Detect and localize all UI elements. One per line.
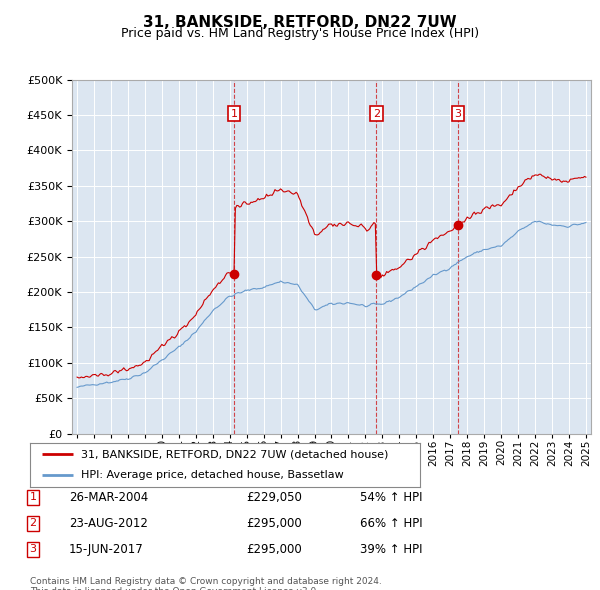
Text: 3: 3 [454,109,461,119]
Text: £229,050: £229,050 [246,491,302,504]
Text: Contains HM Land Registry data © Crown copyright and database right 2024.
This d: Contains HM Land Registry data © Crown c… [30,577,382,590]
Text: HPI: Average price, detached house, Bassetlaw: HPI: Average price, detached house, Bass… [81,470,343,480]
Text: 2: 2 [29,519,37,528]
Text: 31, BANKSIDE, RETFORD, DN22 7UW: 31, BANKSIDE, RETFORD, DN22 7UW [143,15,457,30]
Text: 3: 3 [29,545,37,554]
Text: 2: 2 [373,109,380,119]
Text: 1: 1 [29,493,37,502]
Text: 54% ↑ HPI: 54% ↑ HPI [360,491,422,504]
Text: 66% ↑ HPI: 66% ↑ HPI [360,517,422,530]
Text: 1: 1 [230,109,238,119]
Text: 23-AUG-2012: 23-AUG-2012 [69,517,148,530]
Text: 26-MAR-2004: 26-MAR-2004 [69,491,148,504]
Text: Price paid vs. HM Land Registry's House Price Index (HPI): Price paid vs. HM Land Registry's House … [121,27,479,40]
Text: £295,000: £295,000 [246,517,302,530]
Text: 31, BANKSIDE, RETFORD, DN22 7UW (detached house): 31, BANKSIDE, RETFORD, DN22 7UW (detache… [81,450,388,460]
Text: 39% ↑ HPI: 39% ↑ HPI [360,543,422,556]
Text: £295,000: £295,000 [246,543,302,556]
Text: 15-JUN-2017: 15-JUN-2017 [69,543,144,556]
